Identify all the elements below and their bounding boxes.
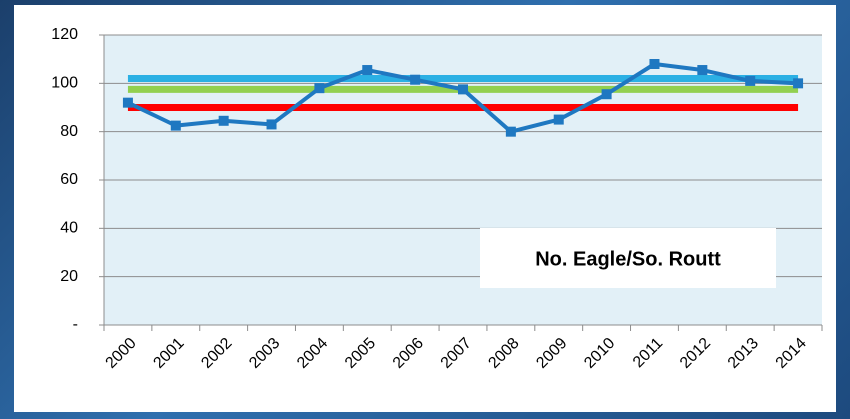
marker xyxy=(697,65,708,76)
marker xyxy=(410,74,421,85)
marker xyxy=(458,84,468,95)
y-tick-label: 80 xyxy=(60,123,78,140)
marker xyxy=(553,114,564,125)
y-tick-label: - xyxy=(73,316,78,333)
marker xyxy=(793,78,804,89)
marker xyxy=(649,59,660,69)
y-tick-label: 40 xyxy=(60,220,78,237)
annotation: No. Eagle/So. Routt xyxy=(535,248,721,270)
marker xyxy=(266,119,277,130)
annotation-box xyxy=(480,228,776,288)
marker xyxy=(745,75,756,86)
marker xyxy=(170,120,181,131)
y-tick-label: 60 xyxy=(60,171,78,188)
y-tick-label: 20 xyxy=(60,268,78,285)
marker xyxy=(505,126,516,137)
marker xyxy=(122,97,133,108)
marker xyxy=(362,65,373,76)
marker xyxy=(314,83,325,94)
y-tick-label: 100 xyxy=(51,75,78,92)
y-tick-label: 120 xyxy=(51,26,78,43)
marker xyxy=(601,89,612,100)
marker xyxy=(218,115,229,126)
